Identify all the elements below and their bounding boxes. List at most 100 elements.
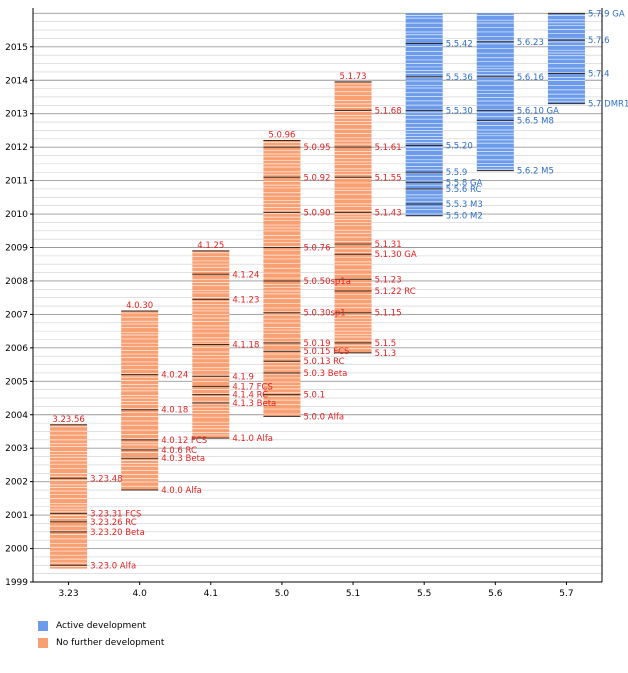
version-label: 4.1.18 bbox=[232, 341, 259, 351]
version-label: 4.0.3 Beta bbox=[161, 454, 205, 464]
version-label: 4.0.6 RC bbox=[161, 446, 197, 456]
version-label: 3.23.26 RC bbox=[90, 518, 137, 528]
version-label: 5.0.96 bbox=[268, 130, 295, 140]
version-label: 5.0.3 Beta bbox=[303, 369, 347, 379]
version-label: 5.5.0 M2 bbox=[446, 212, 483, 222]
x-tick-label: 3.23 bbox=[59, 589, 79, 599]
y-tick-label: 2002 bbox=[5, 478, 28, 488]
y-tick-label: 2000 bbox=[5, 545, 28, 555]
version-label: 5.0.95 bbox=[303, 143, 330, 153]
version-label: 5.6.5 M8 bbox=[517, 116, 554, 126]
version-label: 5.0.13 RC bbox=[303, 357, 344, 367]
y-tick-label: 2011 bbox=[5, 177, 28, 187]
version-label: 4.0.12 FCS bbox=[161, 436, 207, 446]
x-tick-label: 5.1 bbox=[346, 589, 360, 599]
y-tick-label: 2004 bbox=[5, 411, 28, 421]
version-label: 4.1.25 bbox=[197, 241, 224, 251]
version-label: 5.5.20 bbox=[446, 141, 473, 151]
y-tick-label: 2012 bbox=[5, 143, 28, 153]
y-tick-label: 1999 bbox=[5, 578, 28, 588]
version-label: 5.5.8 GA bbox=[446, 178, 483, 188]
version-label: 5.5.9 bbox=[446, 168, 468, 178]
legend-swatch-inactive bbox=[38, 637, 48, 648]
version-bar-5.7 bbox=[547, 13, 585, 104]
version-label: 3.23.48 bbox=[90, 474, 122, 484]
y-tick-label: 2015 bbox=[5, 43, 28, 53]
version-label: 5.0.0 Alfa bbox=[303, 412, 344, 422]
version-label: 4.0.24 bbox=[161, 371, 188, 381]
x-tick-label: 4.0 bbox=[133, 589, 148, 599]
version-label: 5.1.55 bbox=[375, 173, 402, 183]
version-label: 5.6.23 bbox=[517, 38, 544, 48]
version-label: 4.0.0 Alfa bbox=[161, 486, 202, 496]
y-tick-label: 2007 bbox=[5, 310, 28, 320]
y-tick-label: 2009 bbox=[5, 244, 28, 254]
version-label: 5.1.43 bbox=[375, 208, 402, 218]
version-label: 5.7 DMR1 bbox=[588, 100, 628, 110]
version-label: 5.0.30sp1 bbox=[303, 309, 345, 319]
version-label: 5.1.3 bbox=[375, 349, 397, 359]
version-label: 3.23.31 FCS bbox=[90, 509, 141, 519]
version-label: 4.1.3 Beta bbox=[232, 399, 276, 409]
x-tick-label: 5.7 bbox=[559, 589, 573, 599]
x-tick-label: 5.0 bbox=[275, 589, 290, 599]
y-tick-label: 2005 bbox=[5, 377, 28, 387]
version-label: 3.23.56 bbox=[52, 415, 84, 425]
version-bar-5.0 bbox=[263, 140, 301, 417]
version-label: 5.6.16 bbox=[517, 73, 544, 83]
version-label: 5.1.68 bbox=[375, 106, 402, 116]
bars-group bbox=[50, 12, 585, 569]
version-label: 5.0.19 bbox=[303, 339, 330, 349]
y-tick-label: 2006 bbox=[5, 344, 28, 354]
version-label: 4.1.9 bbox=[232, 372, 254, 382]
version-label: 5.5.36 bbox=[446, 73, 473, 83]
y-tick-label: 2014 bbox=[5, 76, 28, 86]
axes-group: 1999 2000 2001 2002 2003 2004 2005 2006 2007 2008… bbox=[5, 8, 603, 599]
version-label: 5.6.2 M5 bbox=[517, 167, 554, 177]
version-label: 5.7.4 bbox=[588, 70, 610, 80]
version-bar-3.23 bbox=[50, 424, 88, 569]
version-label: 4.1.23 bbox=[232, 295, 259, 305]
version-bar-5.6 bbox=[476, 13, 514, 171]
y-tick-label: 2008 bbox=[5, 277, 28, 287]
version-label: 5.7.9 GA bbox=[588, 9, 625, 19]
version-label: 5.1.73 bbox=[340, 72, 367, 82]
version-label: 3.23.20 Beta bbox=[90, 528, 145, 538]
version-label: 5.1.5 bbox=[375, 339, 397, 349]
x-tick-label: 5.6 bbox=[488, 589, 503, 599]
legend-label-active: Active development bbox=[56, 620, 147, 631]
version-label: 5.7.6 bbox=[588, 36, 610, 46]
version-label: 5.0.76 bbox=[303, 244, 330, 254]
version-label: 5.0.90 bbox=[303, 208, 330, 218]
version-label: 5.5.3 M3 bbox=[446, 200, 483, 210]
version-label: 5.1.61 bbox=[375, 143, 402, 153]
x-tick-label: 5.5 bbox=[417, 589, 431, 599]
version-label: 5.1.31 bbox=[375, 240, 402, 250]
y-tick-label: 2010 bbox=[5, 210, 28, 220]
version-label: 3.23.0 Alfa bbox=[90, 561, 136, 571]
version-label: 5.0.92 bbox=[303, 173, 330, 183]
version-label: 5.1.23 bbox=[375, 275, 402, 285]
version-label: 4.1.4 RC bbox=[232, 391, 268, 401]
legend-swatch-active bbox=[38, 620, 48, 631]
y-tick-label: 2001 bbox=[5, 511, 28, 521]
version-label: 5.0.15 FCS bbox=[303, 347, 349, 357]
version-label: 4.1.0 Alfa bbox=[232, 434, 273, 444]
y-tick-label: 2003 bbox=[5, 444, 28, 454]
version-label: 5.5.30 bbox=[446, 106, 473, 116]
legend-item-active: Active development bbox=[38, 617, 164, 634]
version-label: 5.0.50sp1a bbox=[303, 277, 350, 287]
version-label: 5.5.42 bbox=[446, 39, 473, 49]
version-label: 4.1.7 FCS bbox=[232, 382, 273, 392]
y-tick-label: 2013 bbox=[5, 110, 28, 120]
version-label: 4.0.30 bbox=[126, 301, 153, 311]
version-label: 4.1.24 bbox=[232, 270, 259, 280]
version-label: 5.6.10 GA bbox=[517, 106, 559, 116]
legend: Active development No further developmen… bbox=[38, 617, 164, 651]
version-label: 5.1.15 bbox=[375, 309, 402, 319]
version-label: 5.1.22 RC bbox=[375, 287, 416, 297]
version-label: 5.5.6 RC bbox=[446, 185, 482, 195]
